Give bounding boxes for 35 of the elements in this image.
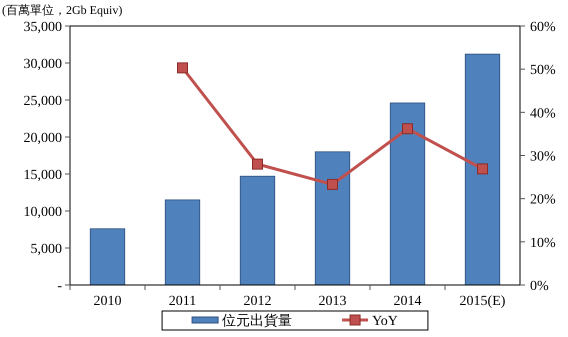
point: [177, 62, 188, 74]
point: [402, 123, 413, 134]
x-tick-label: 2013: [318, 294, 346, 309]
y-tick-label: 30,000: [24, 57, 62, 72]
bar: [464, 54, 500, 286]
x-tick-label: 2012: [244, 294, 272, 309]
y-tick-label: 5,000: [30, 242, 62, 257]
x-tick-label: 2014: [394, 294, 422, 309]
y-axis-title: (百萬單位，2Gb Equiv): [2, 3, 122, 17]
x-tick-label: 2015(E): [460, 294, 506, 309]
y2-tick-label: 0%: [530, 279, 549, 294]
bar: [164, 200, 200, 286]
y2-tick-label: 10%: [530, 236, 556, 251]
y-tick-label: 25,000: [24, 94, 62, 109]
x-tick-label: 2010: [94, 294, 122, 309]
y2-tick-label: 30%: [530, 150, 556, 164]
legend-label: YoY: [372, 314, 398, 329]
legend-label: 位元出貨量: [222, 313, 292, 329]
y-tick-label: 15,000: [24, 168, 62, 183]
y-tick-label: 35,000: [24, 20, 62, 35]
point: [252, 158, 263, 170]
y2-tick-label: 60%: [530, 20, 556, 35]
bar: [390, 102, 426, 286]
point: [477, 163, 488, 174]
y2-tick-label: 40%: [530, 106, 556, 122]
x-tick-label: 2011: [168, 294, 196, 309]
y2-tick-label: 20%: [530, 192, 556, 208]
point: [327, 178, 338, 190]
y-tick-label: -: [57, 279, 62, 294]
bar: [90, 228, 126, 286]
y-tick-label: 10,000: [24, 205, 62, 220]
bar: [240, 176, 276, 286]
bar: [314, 151, 350, 286]
y2-tick-label: 50%: [530, 63, 556, 78]
y-tick-label: 20,000: [24, 131, 62, 146]
